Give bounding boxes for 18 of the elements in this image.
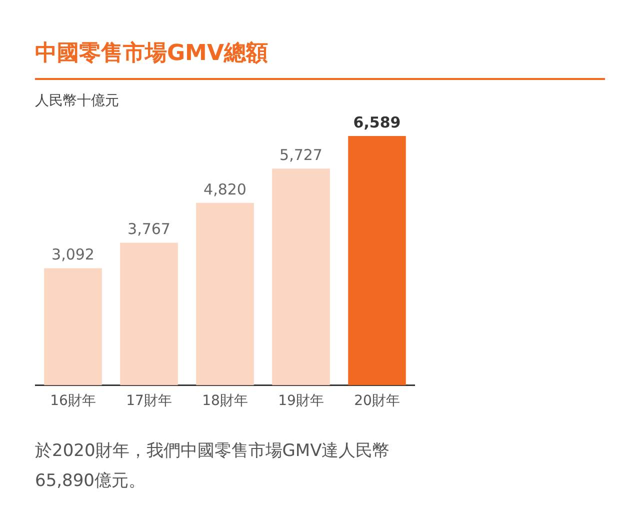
chart-title: 中國零售市場GMV總額 (35, 40, 268, 68)
x-tick-label: 16財年 (50, 393, 96, 410)
data-label: 5,727 (280, 146, 322, 164)
bar (348, 136, 406, 386)
x-tick-label: 20財年 (354, 393, 400, 410)
x-tick-label: 17財年 (126, 393, 172, 410)
bar (120, 242, 178, 386)
data-label: 6,589 (353, 113, 401, 132)
data-label: 3,767 (128, 220, 170, 238)
data-label: 3,092 (52, 246, 94, 264)
data-label: 4,820 (204, 180, 246, 198)
bar (44, 268, 102, 386)
bar (272, 168, 330, 386)
chart-subtitle: 人民幣十億元 (35, 92, 119, 110)
x-tick-label: 19財年 (278, 393, 324, 410)
text: 於2020財年，我們中國零售市場GMV達人民幣65,890億元。 (35, 440, 391, 493)
x-tick-label: 18財年 (202, 393, 248, 410)
bar (196, 202, 254, 386)
